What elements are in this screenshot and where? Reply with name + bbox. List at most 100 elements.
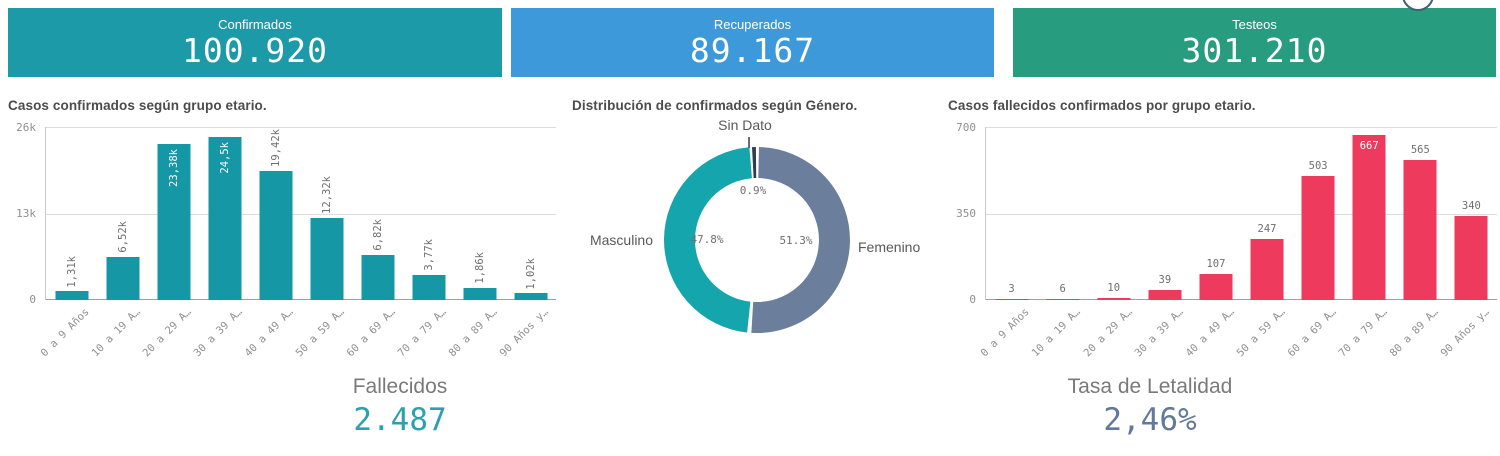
bar-slot: 503 60 a 69 A… bbox=[1285, 127, 1344, 360]
bar-40 a 49 A…[interactable] bbox=[259, 170, 292, 300]
x-axis-line bbox=[986, 299, 1497, 300]
bar-value-label: 6,82k bbox=[371, 219, 384, 251]
bar-30 a 39 A…[interactable] bbox=[208, 137, 241, 300]
x-axis-label: 50 a 59 A… bbox=[1234, 306, 1288, 360]
bar-value-label: 24,5k bbox=[218, 141, 231, 174]
kpi-testeos-value: 301.210 bbox=[1181, 31, 1328, 70]
bar-30 a 39 A…[interactable] bbox=[1148, 290, 1182, 300]
bar-50 a 59 A…[interactable] bbox=[1250, 239, 1284, 300]
donut-pct-sin-dato: 0.9% bbox=[739, 184, 767, 197]
donut-label-masculino: Masculino bbox=[589, 232, 653, 248]
bar-value-label: 23,38k bbox=[167, 149, 180, 188]
bar-slot: 6 10 a 19 A… bbox=[1030, 127, 1088, 360]
bar-slot: 6,52k 10 a 19 A… bbox=[90, 127, 148, 359]
x-axis-label: 30 a 39 A… bbox=[191, 306, 245, 360]
deaths-by-age-y-axis: 700 350 0 bbox=[942, 121, 980, 306]
x-axis-label: 20 a 29 A… bbox=[140, 306, 194, 360]
donut-slice-femenino[interactable] bbox=[751, 147, 850, 333]
x-axis-label: 10 a 19 A… bbox=[89, 306, 143, 360]
confirmed-by-age-chart: 1,31k 0 a 9 Años 6,52k 10 a 19 A… 23,38k 20 a… bbox=[39, 127, 556, 360]
x-axis-label: 10 a 19 A… bbox=[1029, 306, 1084, 360]
kpi-recuperados-value: 89.167 bbox=[689, 31, 816, 70]
bar-value-label: 6 bbox=[1059, 282, 1066, 295]
bar-value-label: 19,42k bbox=[269, 128, 282, 167]
y-tick-label: 350 bbox=[956, 206, 976, 220]
x-axis-label: 70 a 79 A… bbox=[1336, 306, 1390, 360]
bar-value-label: 3 bbox=[1008, 283, 1015, 295]
kpi-testeos: Testeos 301.210 bbox=[1013, 8, 1496, 77]
bar-slot: 12,32k 50 a 59 A… bbox=[294, 127, 352, 359]
kpi-tasa-letalidad-label: Tasa de Letalidad bbox=[1067, 375, 1233, 398]
bar-slot: 3 0 a 9 Años bbox=[979, 127, 1037, 359]
bar-90 Años y…[interactable] bbox=[514, 293, 547, 300]
deaths-by-age-title: Casos fallecidos confirmados por grupo e… bbox=[948, 98, 1256, 113]
bar-slot: 1,86k 80 a 89 A… bbox=[447, 127, 505, 359]
kpi-testeos-label: Testeos bbox=[1232, 17, 1277, 32]
bar-value-label: 39 bbox=[1158, 274, 1172, 287]
confirmed-by-age-y-axis: 26k 13k 0 bbox=[2, 121, 40, 306]
donut-slice-masculino[interactable] bbox=[664, 147, 753, 333]
gender-donut-chart bbox=[664, 147, 850, 333]
bar-70 a 79 A…[interactable] bbox=[412, 274, 445, 300]
y-tick-label: 26k bbox=[16, 121, 36, 134]
bar-slot: 1,31k 0 a 9 Años bbox=[39, 127, 97, 360]
donut-pct-masculino: 47.8% bbox=[690, 233, 724, 246]
bar-60 a 69 A…[interactable] bbox=[361, 254, 394, 300]
confirmed-by-age-title: Casos confirmados según grupo etario. bbox=[8, 98, 267, 113]
bar-10 a 19 A…[interactable] bbox=[1046, 298, 1080, 300]
x-axis-label: 90 Años y… bbox=[497, 306, 551, 360]
gridline bbox=[986, 127, 1497, 128]
deaths-by-age-chart: 3 0 a 9 Años 6 10 a 19 A… 10 20 a 29 A… 39 30 a… bbox=[979, 127, 1497, 360]
kpi-recuperados: Recuperados 89.167 bbox=[511, 8, 994, 77]
bar-10 a 19 A…[interactable] bbox=[106, 256, 139, 300]
x-axis-label: 50 a 59 A… bbox=[293, 306, 347, 360]
kpi-fallecidos-value: 2.487 bbox=[353, 402, 447, 438]
gridline bbox=[46, 213, 556, 215]
bar-20 a 29 A…[interactable] bbox=[1097, 297, 1131, 300]
gridline bbox=[46, 127, 556, 128]
bar-0 a 9 Años[interactable] bbox=[995, 299, 1029, 300]
y-tick-label: 0 bbox=[969, 293, 976, 306]
kpi-confirmados: Confirmados 100.920 bbox=[8, 8, 502, 77]
bar-50 a 59 A…[interactable] bbox=[310, 218, 343, 300]
x-axis-label: 80 a 89 A… bbox=[446, 306, 500, 360]
bar-value-label: 1,02k bbox=[524, 257, 537, 290]
bar-value-label: 503 bbox=[1308, 159, 1328, 172]
gridline bbox=[986, 213, 1497, 215]
donut-label-sin-dato: Sin Dato bbox=[718, 117, 772, 133]
bar-slot: 340 90 Años y… bbox=[1439, 127, 1497, 359]
bar-slot: 24,5k 30 a 39 A… bbox=[192, 127, 250, 359]
bar-value-label: 12,32k bbox=[320, 176, 333, 215]
x-axis-label: 60 a 69 A… bbox=[344, 306, 398, 360]
donut-label-femenino: Femenino bbox=[858, 239, 921, 255]
bar-value-label: 6,52k bbox=[116, 221, 129, 253]
bar-20 a 29 A…[interactable] bbox=[157, 144, 190, 300]
bar-slot: 23,38k 20 a 29 A… bbox=[141, 127, 199, 359]
donut-leader-line bbox=[748, 137, 750, 148]
x-axis-label: 80 a 89 A… bbox=[1387, 306, 1441, 360]
y-tick-label: 13k bbox=[16, 206, 36, 220]
bar-slot: 1,02k 90 Años y… bbox=[498, 127, 556, 360]
x-axis-label: 40 a 49 A… bbox=[242, 306, 296, 360]
x-axis-label: 60 a 69 A… bbox=[1285, 306, 1339, 360]
bar-slot: 19,42k 40 a 49 A… bbox=[243, 127, 301, 359]
bar-0 a 9 Años[interactable] bbox=[55, 291, 88, 300]
bar-value-label: 10 bbox=[1107, 281, 1121, 294]
bar-value-label: 667 bbox=[1359, 140, 1379, 153]
kpi-tasa-letalidad-value: 2,46% bbox=[1103, 402, 1197, 438]
bar-slot: 565 80 a 89 A… bbox=[1388, 127, 1446, 359]
bar-slot: 247 50 a 59 A… bbox=[1234, 127, 1292, 359]
bar-slot: 3,77k 70 a 79 A… bbox=[396, 127, 454, 359]
bar-80 a 89 A…[interactable] bbox=[1403, 160, 1437, 300]
bar-40 a 49 A…[interactable] bbox=[1199, 273, 1233, 300]
bar-70 a 79 A…[interactable] bbox=[1352, 135, 1386, 300]
bar-value-label: 107 bbox=[1206, 257, 1226, 270]
x-axis-label: 0 a 9 Años bbox=[38, 306, 92, 360]
bar-60 a 69 A…[interactable] bbox=[1301, 175, 1335, 300]
bar-slot: 6,82k 60 a 69 A… bbox=[345, 127, 403, 359]
bar-80 a 89 A…[interactable] bbox=[463, 287, 496, 300]
x-axis-label: 20 a 29 A… bbox=[1081, 306, 1135, 360]
bar-90 Años y…[interactable] bbox=[1454, 216, 1488, 300]
bar-slot: 667 70 a 79 A… bbox=[1337, 127, 1395, 359]
